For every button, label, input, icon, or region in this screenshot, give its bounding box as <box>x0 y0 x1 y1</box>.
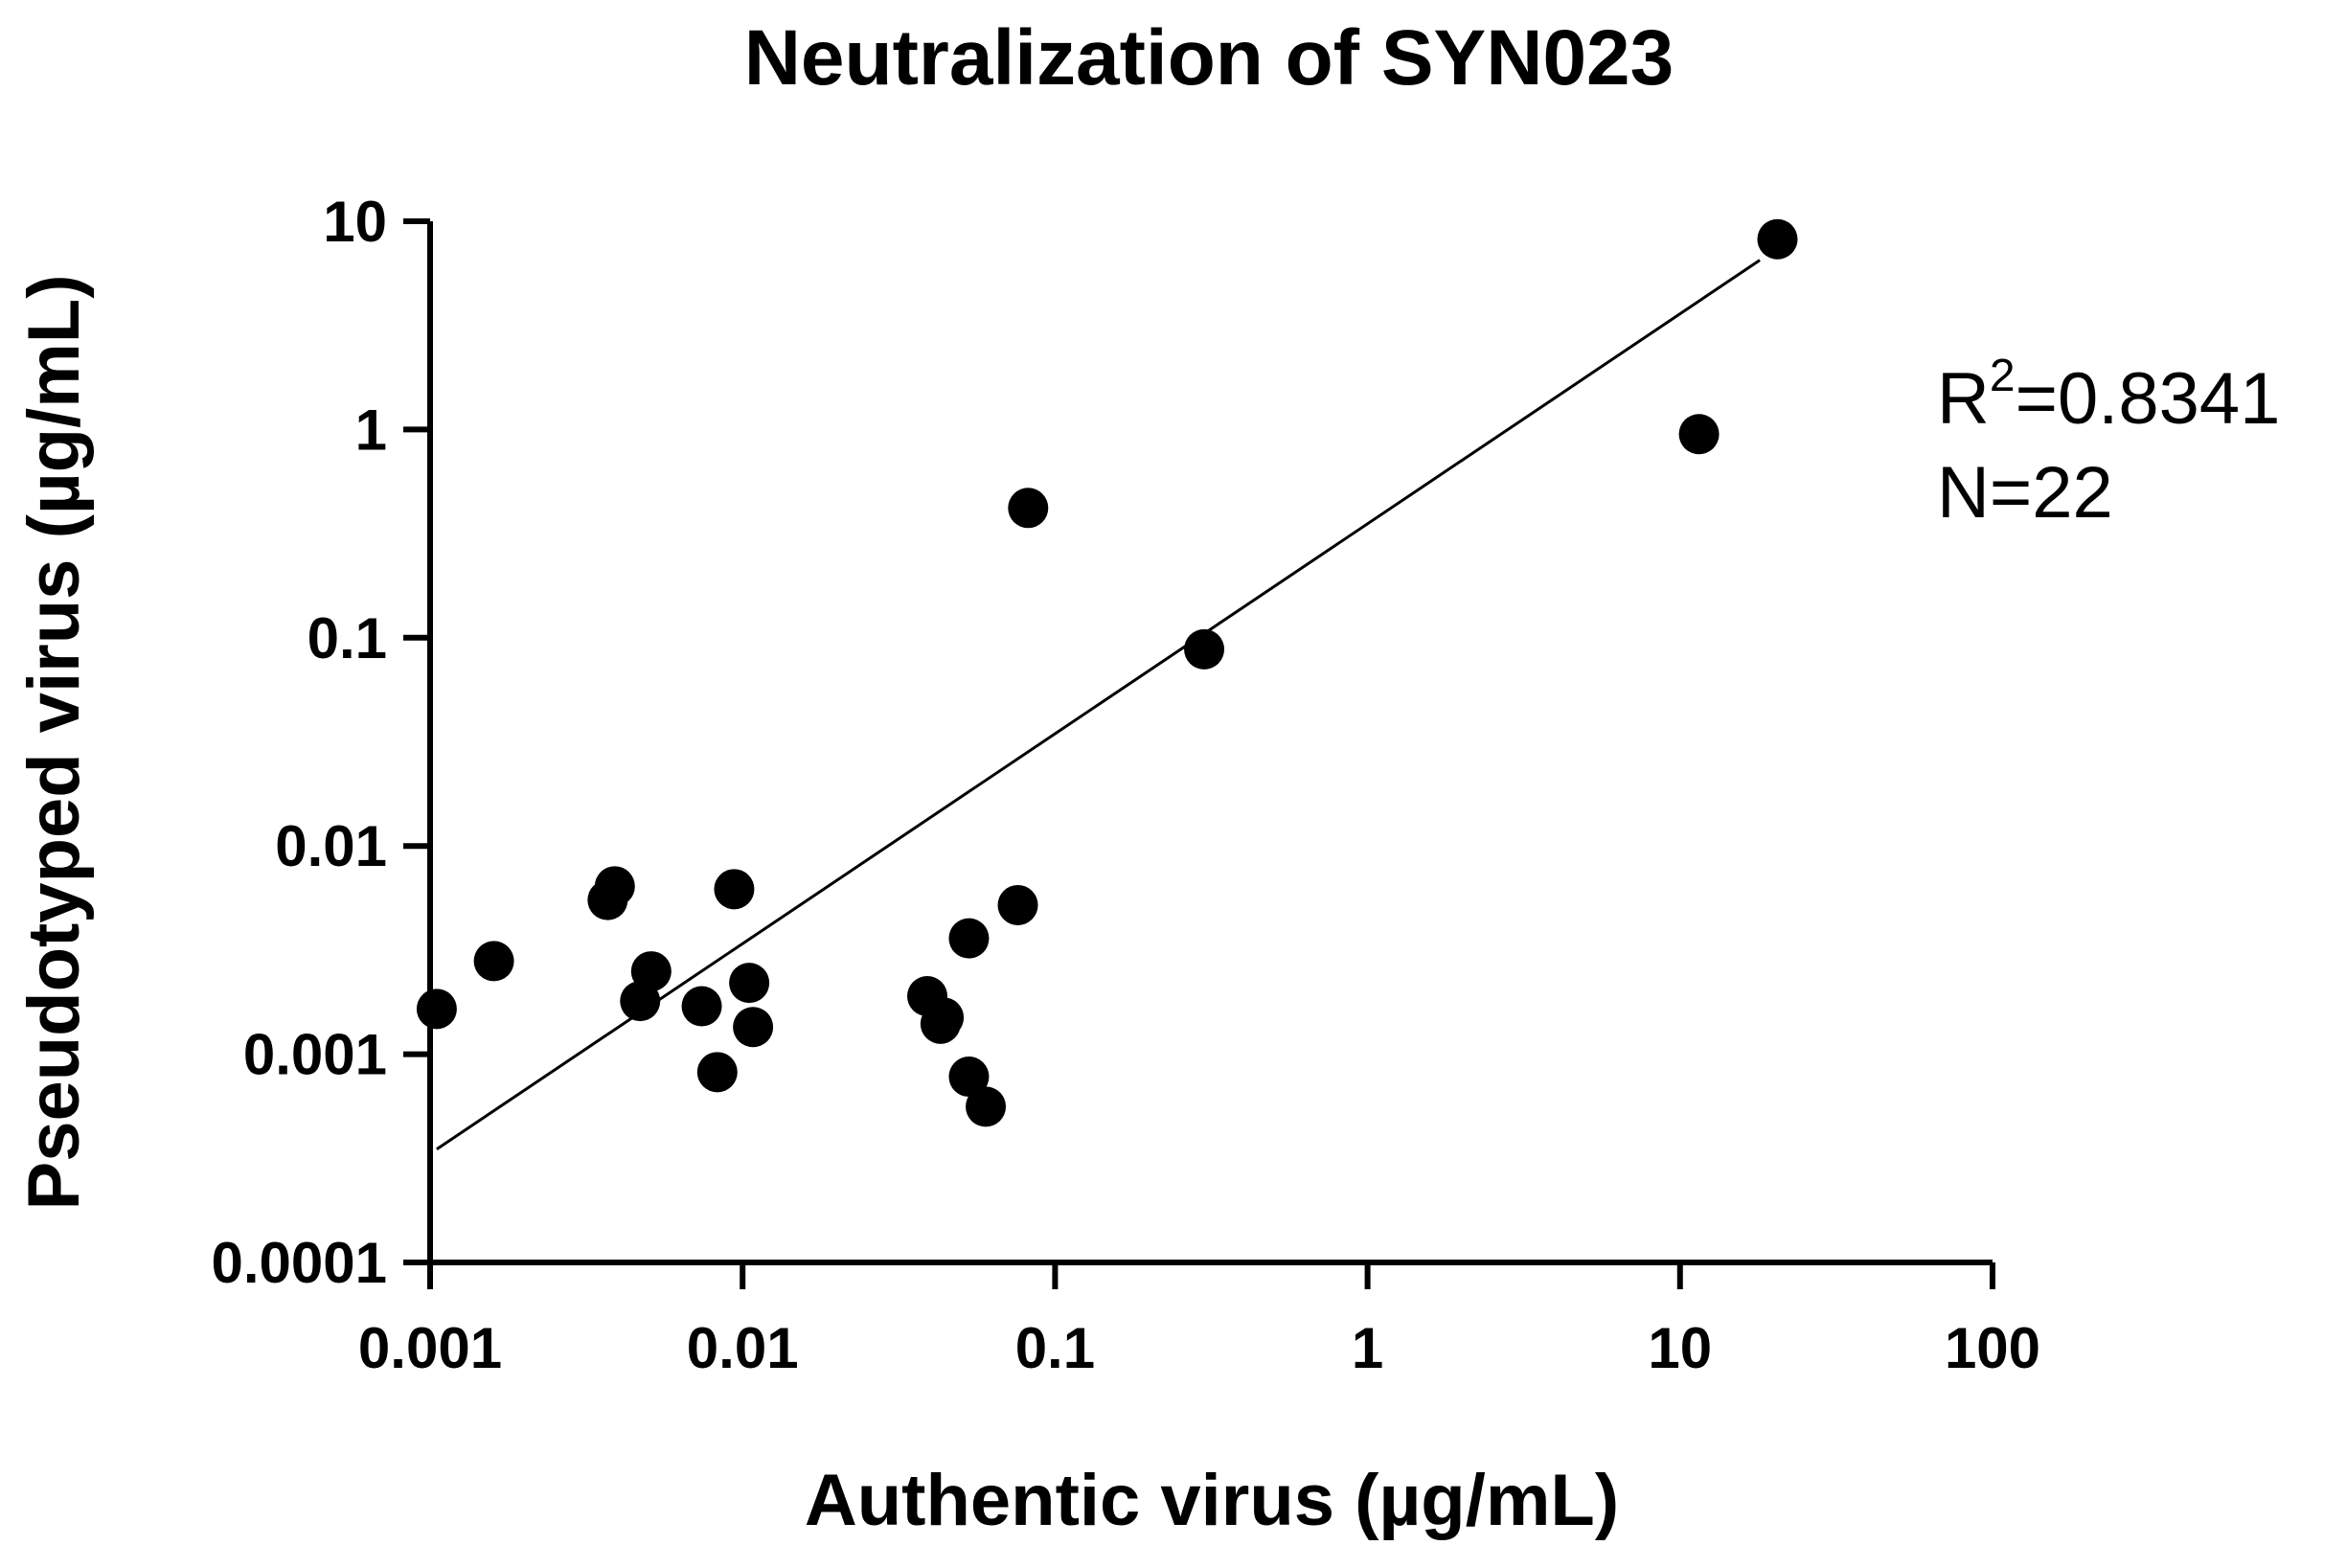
y-tick-label: 0.001 <box>243 1023 387 1087</box>
data-point <box>997 884 1038 925</box>
r-squared-superscript: 2 <box>1990 351 2016 401</box>
data-point <box>714 869 755 910</box>
x-tick-label: 10 <box>1648 1316 1712 1380</box>
data-point <box>630 951 672 992</box>
x-axis-label: Authentic virus (µg/mL) <box>805 1460 1619 1541</box>
n-annotation: N=22 <box>1937 452 2113 534</box>
y-axis-ticks: 0.0001 0.001 0.01 0.1 1 10 <box>211 190 430 1295</box>
data-point <box>1184 628 1225 670</box>
data-point <box>923 997 965 1038</box>
data-point <box>1757 218 1798 260</box>
data-point <box>729 963 770 1004</box>
r-squared-annotation: R2=0.8341 <box>1937 351 2280 440</box>
x-tick-label: 0.001 <box>358 1316 502 1380</box>
data-point <box>594 866 635 907</box>
data-point <box>1678 414 1720 455</box>
x-tick-label: 0.1 <box>1015 1316 1095 1380</box>
data-point <box>681 986 722 1027</box>
r-squared-value: =0.8341 <box>2016 358 2281 440</box>
data-point <box>966 1086 1007 1127</box>
x-tick-label: 1 <box>1352 1316 1383 1380</box>
y-tick-label: 0.1 <box>307 606 387 670</box>
chart-title: Neutralization of SYN023 <box>744 14 1674 102</box>
x-axis-ticks: 0.001 0.01 0.1 1 10 100 <box>358 1262 2040 1380</box>
x-tick-label: 0.01 <box>687 1316 799 1380</box>
y-axis-label: Pseudotyped virus (µg/mL) <box>13 274 95 1210</box>
y-tick-label: 1 <box>355 398 387 462</box>
x-tick-label: 100 <box>1945 1316 2040 1380</box>
data-point <box>473 941 514 982</box>
axes <box>427 221 1993 1265</box>
data-point <box>696 1052 738 1093</box>
y-tick-label: 10 <box>323 190 387 254</box>
data-point <box>416 989 457 1030</box>
r-squared-symbol: R <box>1937 358 1990 440</box>
y-tick-label: 0.01 <box>275 814 387 878</box>
y-tick-label: 0.0001 <box>211 1231 387 1295</box>
data-point <box>733 1007 774 1048</box>
data-point <box>948 918 990 959</box>
data-point <box>948 1057 990 1098</box>
data-point <box>1008 488 1049 529</box>
data-points <box>416 218 1798 1127</box>
